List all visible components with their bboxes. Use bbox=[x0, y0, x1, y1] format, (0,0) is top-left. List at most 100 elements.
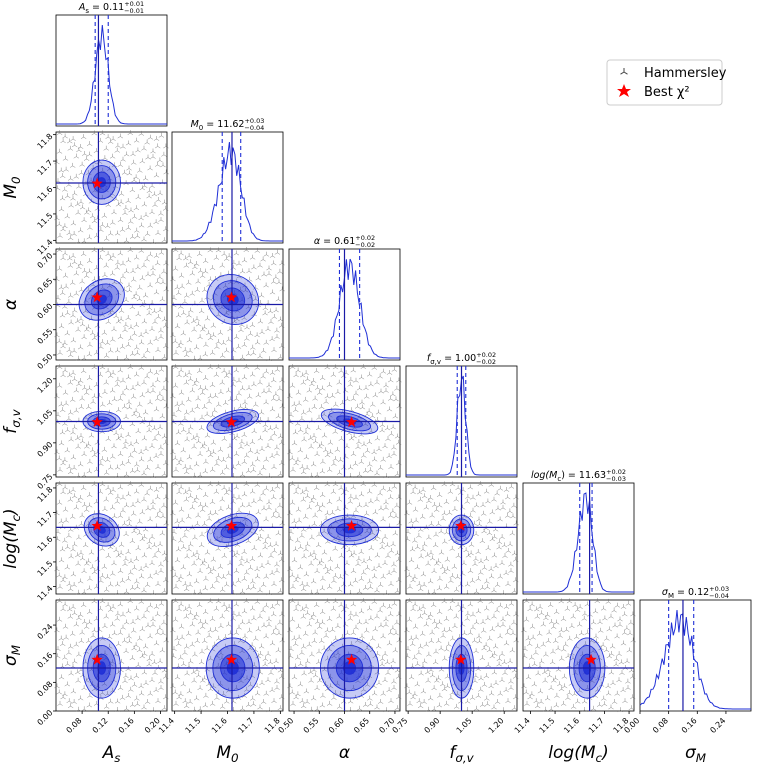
y-tick-label: 11.7 bbox=[36, 158, 55, 177]
y-tick-label: 11.4 bbox=[36, 584, 55, 603]
posterior-contours bbox=[206, 512, 259, 547]
hammersley-markers bbox=[287, 364, 402, 479]
panel-title: fσ,v = 1.00+0.02 −0.02 bbox=[427, 351, 496, 366]
scatter-panel-M0-alpha bbox=[170, 247, 285, 362]
hist-panel-As: As = 0.11+0.01 −0.01 bbox=[55, 0, 168, 127]
hist-panel-alpha: α = 0.61+0.02 −0.02 bbox=[288, 234, 401, 361]
y-axis-label-fsv: fσ,v bbox=[1, 408, 23, 433]
hist-panel-M0: M0 = 11.62+0.03 −0.04 bbox=[171, 117, 284, 244]
best-chi2-star bbox=[91, 519, 103, 531]
x-tick-label: 0.12 bbox=[91, 716, 110, 735]
legend-best-label: Best χ² bbox=[644, 85, 690, 100]
legend: Hammersley Best χ² bbox=[606, 59, 727, 106]
hammersley-samples bbox=[287, 364, 402, 479]
y-axis-M0: 11.411.511.611.711.8M0 bbox=[1, 132, 56, 256]
hist-panel-logMc: log(Mc) = 11.63+0.02 −0.03 bbox=[522, 468, 635, 595]
hammersley-markers bbox=[170, 481, 285, 596]
hammersley-samples bbox=[170, 598, 285, 713]
best-chi2-star bbox=[225, 653, 238, 665]
best-chi2-star bbox=[345, 416, 358, 427]
scatter-panel-As-M0: 11.411.511.611.711.8M0 bbox=[1, 130, 169, 256]
y-tick-label: 11.8 bbox=[36, 132, 55, 151]
hammersley-markers bbox=[170, 364, 285, 479]
hammersley-samples bbox=[287, 481, 402, 596]
scatter-panel-M0-fsv bbox=[170, 364, 285, 479]
posterior-histogram bbox=[523, 492, 634, 593]
hammersley-markers bbox=[54, 130, 169, 245]
hammersley-markers bbox=[54, 598, 169, 713]
y-tick-label: 0.50 bbox=[36, 352, 55, 371]
panel-frame bbox=[55, 482, 168, 595]
best-chi2-star bbox=[455, 519, 467, 531]
panel-frame bbox=[522, 482, 635, 595]
x-axis-label-fsv: fσ,v bbox=[449, 743, 474, 765]
scatter-panel-alpha-fsv bbox=[287, 364, 402, 479]
x-axis-label-M0: M0 bbox=[216, 743, 238, 765]
x-tick-label: 11.6 bbox=[210, 716, 229, 735]
best-chi2-star bbox=[91, 291, 103, 303]
x-tick-label: 11.6 bbox=[562, 716, 581, 735]
posterior-contours bbox=[319, 514, 380, 546]
legend-hammersley-label: Hammersley bbox=[644, 66, 727, 81]
hammersley-samples bbox=[54, 247, 169, 362]
hammersley-samples bbox=[170, 481, 285, 596]
scatter-panel-As-alpha: 0.500.550.600.650.70α bbox=[1, 247, 169, 371]
x-tick-label: 11.7 bbox=[587, 716, 606, 735]
y-tick-label: 0.16 bbox=[36, 651, 55, 670]
x-tick-label: 1.05 bbox=[455, 716, 474, 735]
scatter-panel-alpha-logMc bbox=[287, 481, 402, 596]
hammersley-markers bbox=[287, 481, 402, 596]
y-axis-sigmaM: 0.00 0.08 0.16 0.24 σM bbox=[1, 622, 56, 727]
x-tick-label: 0.90 bbox=[423, 716, 442, 735]
panel-frame bbox=[55, 131, 168, 244]
x-tick-label: 0.16 bbox=[680, 716, 699, 735]
x-axis-label-sigmaM: σM bbox=[685, 743, 706, 765]
best-chi2-star bbox=[225, 519, 238, 531]
x-tick-label: 0.55 bbox=[302, 716, 321, 735]
posterior-histogram bbox=[172, 141, 283, 242]
hammersley-samples bbox=[54, 364, 169, 479]
x-axis-label-logMc: log(Mc) bbox=[548, 743, 608, 765]
x-tick-label: 11.7 bbox=[236, 716, 255, 735]
y-tick-label: 0.55 bbox=[36, 327, 55, 346]
x-axis-label-alpha: α bbox=[339, 743, 350, 763]
y-axis-label-alpha: α bbox=[1, 299, 21, 310]
y-tick-label: 0.00 bbox=[36, 708, 55, 727]
legend-box bbox=[606, 59, 723, 106]
y-tick-label: 0.08 bbox=[36, 680, 55, 699]
hammersley-markers bbox=[54, 364, 169, 479]
hammersley-markers bbox=[170, 598, 285, 713]
x-tick-label: 11.4 bbox=[157, 716, 176, 735]
scatter-panel-M0-sigmaM: 11.4 11.5 11.6 11.7 11.8M0 bbox=[157, 598, 285, 765]
x-tick-label: 0.16 bbox=[117, 716, 136, 735]
y-tick-label: 11.6 bbox=[36, 185, 55, 204]
hammersley-samples bbox=[404, 481, 519, 596]
legend-best-star bbox=[617, 84, 631, 97]
x-tick-label: 0.08 bbox=[651, 716, 670, 735]
x-tick-label: 0.75 bbox=[391, 716, 410, 735]
best-chi2-star bbox=[91, 416, 103, 427]
best-chi2-star bbox=[91, 177, 103, 189]
hammersley-markers bbox=[54, 247, 169, 362]
hist-panel-fsv: fσ,v = 1.00+0.02 −0.02 bbox=[405, 351, 518, 478]
panel-frame bbox=[55, 14, 168, 127]
hammersley-markers bbox=[404, 481, 519, 596]
hammersley-samples bbox=[170, 364, 285, 479]
y-tick-label: 1.20 bbox=[36, 376, 55, 395]
x-axis-label-As: As bbox=[102, 743, 121, 765]
hammersley-markers bbox=[287, 598, 402, 713]
y-axis-alpha: 0.500.550.600.650.70α bbox=[1, 251, 56, 371]
x-tick-label: 11.5 bbox=[538, 716, 557, 735]
scatter-panel-alpha-sigmaM: 0.50 0.55 0.60 0.65 0.70α bbox=[277, 598, 402, 763]
x-tick-label: 0.24 bbox=[708, 716, 727, 735]
x-tick-label: 1.20 bbox=[487, 716, 506, 735]
y-tick-label: 0.60 bbox=[36, 302, 55, 321]
best-chi2-star bbox=[91, 653, 103, 665]
